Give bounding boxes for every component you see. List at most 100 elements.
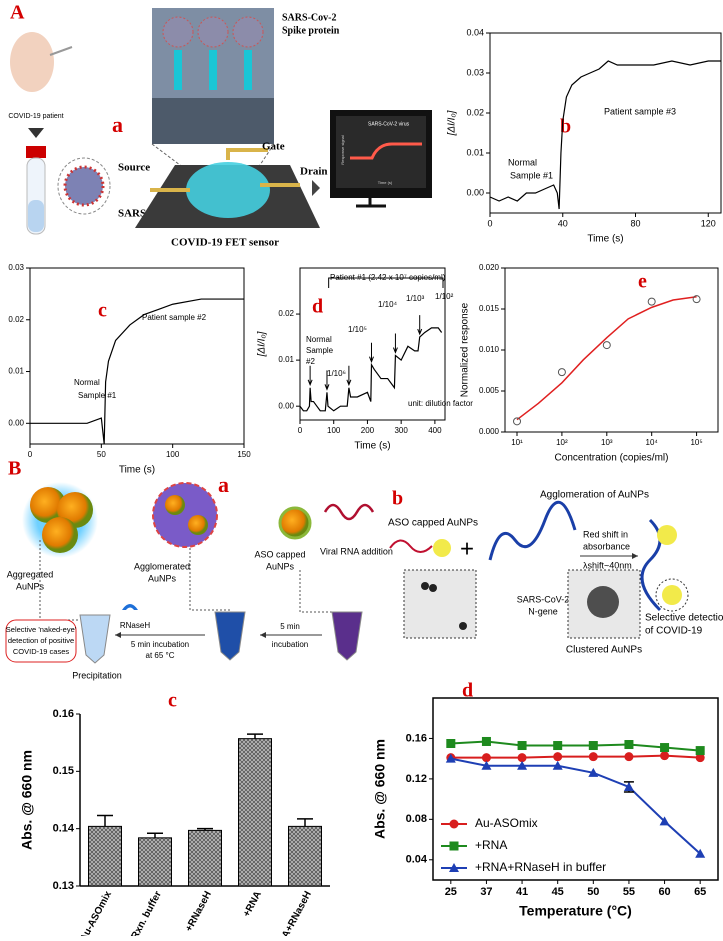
label: Viral RNA addition <box>320 546 393 556</box>
y-axis-label: Abs. @ 660 nm <box>372 739 388 839</box>
plot-frame <box>29 267 245 445</box>
annotation: Normal <box>306 335 332 344</box>
error-bar <box>97 814 113 827</box>
patient-text: COVID-19 patient <box>8 113 63 120</box>
annotation: 1/10³ <box>406 294 425 303</box>
annotation: Sample <box>306 346 334 355</box>
x-tick-label: 65 <box>694 886 706 898</box>
y-tick-label: 0.010 <box>479 345 500 354</box>
line <box>450 754 701 759</box>
marker <box>517 760 528 770</box>
x-axis-label: Time (s) <box>354 441 390 452</box>
x-tick-label: 41 <box>516 886 528 898</box>
line <box>516 295 697 421</box>
diagram-a: A COVID-19 patient SARS-Cov-2 SARS-Cov-2… <box>8 2 432 249</box>
x-tick-label: 10³ <box>601 438 613 447</box>
x-tick-label: 0 <box>28 450 33 459</box>
annotation: 1/10² <box>435 292 454 301</box>
x-tick-label: 10⁴ <box>646 438 659 447</box>
electrodes <box>150 148 300 192</box>
y-tick-label: 0.00 <box>8 418 24 427</box>
marker <box>449 863 459 872</box>
line <box>450 740 701 752</box>
virus <box>232 16 264 48</box>
arrow <box>28 128 44 138</box>
marker <box>624 740 634 750</box>
rnaseh-icon <box>122 604 138 610</box>
arrow <box>346 365 352 387</box>
inset-circle <box>57 157 111 215</box>
y-tick-label: 0.01 <box>8 367 24 376</box>
y-axis-label: Normalized response <box>460 302 471 397</box>
bar <box>238 738 272 887</box>
y-tick-label: 0.16 <box>53 708 74 720</box>
x-tick-label: 120 <box>701 218 716 228</box>
label: Red shift in <box>583 529 628 539</box>
aunp <box>188 515 208 535</box>
x-tick-label: 300 <box>394 426 408 435</box>
marker <box>449 819 459 829</box>
error-bar <box>247 733 263 739</box>
y-tick-label: 0.00 <box>466 187 484 197</box>
y-axis-label: [ΔI/I₀] <box>257 331 268 357</box>
annotation: Sample #1 <box>510 170 553 180</box>
bar <box>88 825 122 887</box>
monitor-stand <box>356 198 386 208</box>
annotation: 1/10⁶ <box>327 369 346 378</box>
y-tick-label: 0.04 <box>406 854 428 866</box>
marker <box>446 739 456 748</box>
plot-frame <box>504 267 719 433</box>
line <box>299 327 443 412</box>
x-tick-label: 80 <box>631 218 641 228</box>
panel-label: d <box>462 680 473 702</box>
x-tick-label: 40 <box>558 218 568 228</box>
label: Precipitation <box>72 670 122 680</box>
tem-particle <box>421 582 429 590</box>
tube <box>331 611 363 661</box>
marker <box>449 841 459 851</box>
virus <box>197 16 229 48</box>
label: of COVID-19 <box>645 626 703 637</box>
label: incubation <box>272 640 308 649</box>
tube-cap <box>26 146 46 158</box>
x-tick-label: +RNaseH <box>184 889 214 933</box>
aunp <box>278 506 312 540</box>
tube <box>79 614 111 664</box>
label: AuNPs <box>266 561 295 571</box>
label: ASO capped <box>254 549 305 559</box>
arrowhead <box>260 632 266 638</box>
label: COVID-19 cases <box>13 647 70 656</box>
x-tick-label: 100 <box>327 426 341 435</box>
screen <box>336 116 426 188</box>
label: N-gene <box>528 606 558 616</box>
x-tick-label: 10¹ <box>511 438 523 447</box>
y-tick-label: 0.015 <box>479 304 500 313</box>
annotation: Normal <box>508 157 537 167</box>
marker <box>660 743 670 753</box>
y-tick-label: 0.03 <box>466 67 484 77</box>
tube-liquid <box>28 200 44 232</box>
legend-label: +RNA <box>475 838 507 852</box>
y-tick-label: 0.03 <box>8 263 24 272</box>
y-tick-label: 0.00 <box>278 401 294 410</box>
point <box>692 295 701 304</box>
label: Aggregated <box>7 569 54 579</box>
x-tick-label: 100 <box>166 450 180 459</box>
y-tick-label: 0.01 <box>278 355 294 364</box>
aunp <box>42 517 78 553</box>
panel-label: c <box>98 300 107 322</box>
annotation: Patient sample #2 <box>142 313 207 322</box>
line <box>489 60 721 210</box>
annotation: #2 <box>306 357 315 366</box>
label: detection of positive <box>8 636 74 645</box>
annotation: Patient sample #3 <box>604 106 676 116</box>
marker <box>695 753 705 763</box>
arrow <box>307 365 313 387</box>
tem-particle <box>459 622 467 630</box>
aunp <box>30 487 66 523</box>
x-axis-label: Temperature (°C) <box>519 903 632 919</box>
marker <box>659 816 670 826</box>
point <box>602 341 611 350</box>
